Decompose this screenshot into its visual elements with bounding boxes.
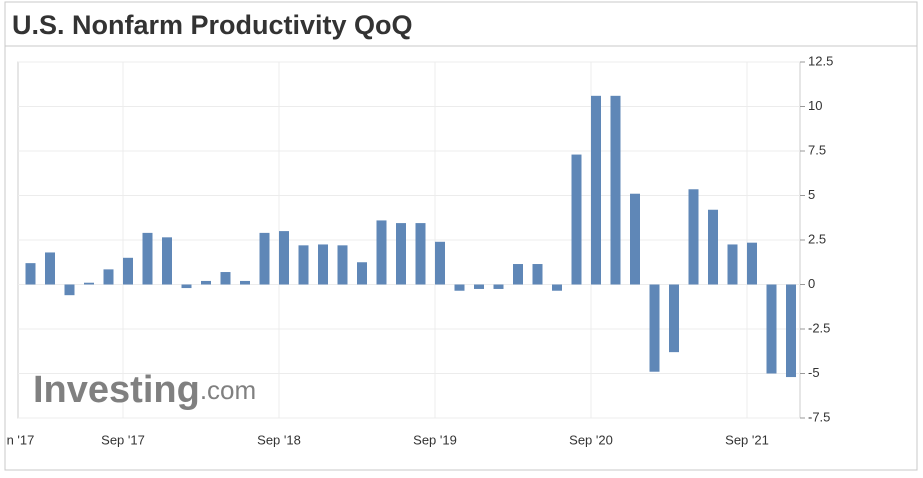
bar bbox=[84, 282, 94, 285]
bar bbox=[688, 189, 699, 285]
bar bbox=[513, 264, 523, 285]
bar bbox=[727, 244, 738, 285]
bar bbox=[259, 232, 270, 285]
watermark: Investing.com bbox=[33, 369, 256, 411]
y-tick-label: 5 bbox=[808, 187, 815, 202]
bar bbox=[201, 280, 211, 285]
bar bbox=[45, 252, 55, 285]
bar bbox=[552, 284, 562, 291]
bar bbox=[25, 263, 36, 285]
bar bbox=[532, 264, 543, 285]
bar bbox=[357, 262, 367, 285]
bar bbox=[747, 242, 757, 285]
y-tick-label: 7.5 bbox=[808, 142, 826, 157]
bar bbox=[610, 95, 621, 285]
bar bbox=[630, 193, 640, 285]
frame bbox=[4, 1, 918, 471]
bar bbox=[649, 284, 660, 372]
bar bbox=[396, 223, 406, 285]
y-tick-label: 12.5 bbox=[808, 53, 833, 68]
bar bbox=[103, 269, 114, 285]
bar bbox=[591, 95, 601, 285]
chart-title: U.S. Nonfarm Productivity QoQ bbox=[12, 10, 413, 40]
bar bbox=[123, 257, 133, 285]
bar bbox=[279, 231, 289, 285]
y-tick-label: 10 bbox=[808, 98, 822, 113]
bar bbox=[376, 220, 387, 285]
x-tick-label: Sep '17 bbox=[101, 432, 145, 447]
y-tick-label: 0 bbox=[808, 276, 815, 291]
y-tick-label: 2.5 bbox=[808, 231, 826, 246]
y-tick-label: -2.5 bbox=[808, 320, 830, 335]
watermark-suffix: .com bbox=[200, 375, 256, 405]
x-tick-label: Sep '18 bbox=[257, 432, 301, 447]
bar bbox=[708, 209, 718, 285]
bar bbox=[318, 244, 328, 285]
bar bbox=[493, 284, 504, 289]
bar bbox=[435, 241, 445, 285]
bar bbox=[240, 280, 250, 285]
x-tick-label: Sep '20 bbox=[569, 432, 613, 447]
bar bbox=[415, 223, 426, 285]
bar bbox=[474, 284, 484, 289]
watermark-main: Investing bbox=[33, 369, 200, 411]
bar bbox=[337, 245, 348, 285]
bar bbox=[162, 237, 172, 285]
bar bbox=[786, 284, 796, 378]
bar bbox=[454, 284, 465, 291]
y-tick-label: -5 bbox=[808, 365, 820, 380]
bar bbox=[669, 284, 679, 353]
bar bbox=[64, 284, 75, 296]
x-tick-label: n '17 bbox=[7, 432, 35, 447]
x-tick-label: Sep '21 bbox=[725, 432, 769, 447]
bar bbox=[220, 272, 231, 285]
bar bbox=[766, 284, 777, 374]
y-tick-label: -7.5 bbox=[808, 409, 830, 424]
bar bbox=[298, 245, 309, 285]
bar bbox=[142, 232, 153, 285]
bar bbox=[571, 154, 582, 285]
x-tick-label: Sep '19 bbox=[413, 432, 457, 447]
bar bbox=[181, 284, 192, 289]
